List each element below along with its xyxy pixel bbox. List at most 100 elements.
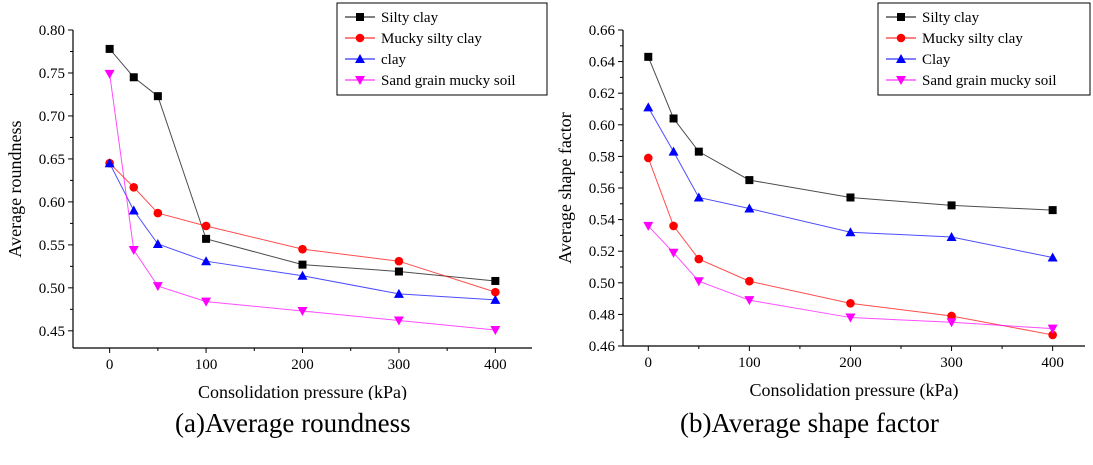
data-point <box>201 221 211 231</box>
data-point <box>104 69 115 79</box>
data-point <box>693 192 704 202</box>
data-point <box>745 176 754 185</box>
data-point <box>297 307 308 317</box>
data-point <box>128 246 139 256</box>
data-point <box>694 254 704 264</box>
data-point <box>643 153 653 163</box>
legend-marker <box>896 54 906 63</box>
data-point <box>669 114 678 123</box>
data-point <box>947 311 956 321</box>
data-point <box>669 221 678 231</box>
x-tick-label: 0 <box>106 357 114 373</box>
data-point <box>297 270 308 280</box>
y-tick-label: 0.60 <box>589 118 615 134</box>
x-tick-label: 300 <box>940 355 963 371</box>
legend-marker <box>897 13 905 21</box>
y-tick-label: 0.55 <box>39 238 65 254</box>
data-point <box>105 44 114 53</box>
series-sand-grain-mucky-soil <box>104 69 501 335</box>
legend-label: Mucky silty clay <box>922 31 1023 47</box>
x-tick-label: 100 <box>738 355 761 371</box>
legend-label: Clay <box>922 52 951 68</box>
y-tick-label: 0.66 <box>589 23 616 39</box>
y-tick-label: 0.54 <box>589 213 616 229</box>
x-tick-label: 400 <box>1041 355 1064 371</box>
data-point <box>946 318 957 328</box>
data-point <box>846 299 855 308</box>
caption-roundness: (a)Average roundness <box>175 408 411 438</box>
data-point <box>694 147 703 156</box>
legend-label: Sand grain mucky soil <box>381 73 516 89</box>
series-silty-clay <box>105 44 500 285</box>
data-point <box>490 325 501 335</box>
data-point <box>298 244 307 254</box>
data-point <box>744 296 755 306</box>
series-line <box>109 73 496 331</box>
data-point <box>1048 330 1057 340</box>
shape-factor-chart: 0.46 0.48 0.50 0.52 0.54 0.56 0.58 0.60 0.62 0.64… <box>555 2 1091 400</box>
y-tick-label: 0.50 <box>589 276 615 292</box>
roundness-chart: 0.45 0.50 0.55 0.60 0.65 0.70 0.75 0.80 0 100 200 3… <box>5 2 548 400</box>
y-tick-label: 0.65 <box>39 152 65 168</box>
series-mucky-silty-clay <box>643 153 1057 340</box>
data-point <box>1047 252 1058 262</box>
data-point <box>745 276 754 286</box>
y-tick-label: 0.64 <box>589 55 616 71</box>
legend-marker <box>356 13 364 21</box>
data-point <box>643 221 654 231</box>
caption-shape-factor: (b)Average shape factor <box>680 408 939 438</box>
legend-marker <box>355 76 365 85</box>
x-axis-label: Consolidation pressure (kPa) <box>750 380 959 400</box>
chart-panel-shape-factor: 0.46 0.48 0.50 0.52 0.54 0.56 0.58 0.60 0.62 0.64… <box>545 0 1093 465</box>
data-point <box>202 234 211 243</box>
y-tick-label: 0.60 <box>39 195 65 211</box>
data-point <box>845 227 856 237</box>
data-point <box>394 256 404 266</box>
data-point <box>1048 206 1057 215</box>
data-point <box>201 256 212 266</box>
data-point <box>153 208 163 218</box>
y-tick-label: 0.58 <box>589 149 615 165</box>
y-tick-label: 0.48 <box>589 307 615 323</box>
x-axis-label: Consolidation pressure (kPa) <box>198 382 407 400</box>
legend-label: clay <box>381 52 406 68</box>
x-tick-label: 200 <box>291 357 314 373</box>
data-point <box>845 313 856 323</box>
data-point <box>490 294 501 304</box>
series-silty-clay <box>644 52 1057 215</box>
data-point <box>129 182 139 192</box>
series-line <box>647 225 1053 330</box>
legend-marker <box>355 54 365 63</box>
legend-label: Sand grain mucky soil <box>922 73 1057 89</box>
legend-marker <box>896 33 906 43</box>
data-point <box>201 297 212 307</box>
y-tick-label: 0.75 <box>39 66 65 82</box>
data-point <box>946 231 957 241</box>
y-axis-label: Average roundness <box>5 120 25 257</box>
series-clay <box>104 158 501 304</box>
legend-label: Silty clay <box>922 10 980 26</box>
y-tick-label: 0.80 <box>39 23 65 39</box>
legend: Silty clay Mucky silty clay clay Sand grain… <box>336 2 548 96</box>
data-point <box>1047 324 1058 334</box>
data-point <box>393 288 404 298</box>
y-tick-label: 0.50 <box>39 281 65 297</box>
data-point <box>491 276 500 285</box>
data-point <box>128 205 139 215</box>
chart-panel-roundness: 0.45 0.50 0.55 0.60 0.65 0.70 0.75 0.80 0 100 200 3… <box>5 2 548 400</box>
legend-marker <box>355 33 365 43</box>
x-tick-label: 100 <box>195 357 218 373</box>
y-tick-label: 0.46 <box>589 339 616 355</box>
data-point <box>152 282 163 292</box>
x-tick-label: 0 <box>645 355 653 371</box>
x-tick-label: 300 <box>388 357 411 373</box>
data-point <box>668 248 679 258</box>
series-sand-grain-mucky-soil <box>643 221 1058 334</box>
data-point <box>744 203 755 213</box>
data-point <box>152 239 163 249</box>
data-point <box>947 201 956 210</box>
y-tick-label: 0.70 <box>39 109 65 125</box>
legend-label: Mucky silty clay <box>381 31 482 47</box>
y-axis-label: Average shape factor <box>555 112 575 264</box>
data-point <box>644 52 653 61</box>
